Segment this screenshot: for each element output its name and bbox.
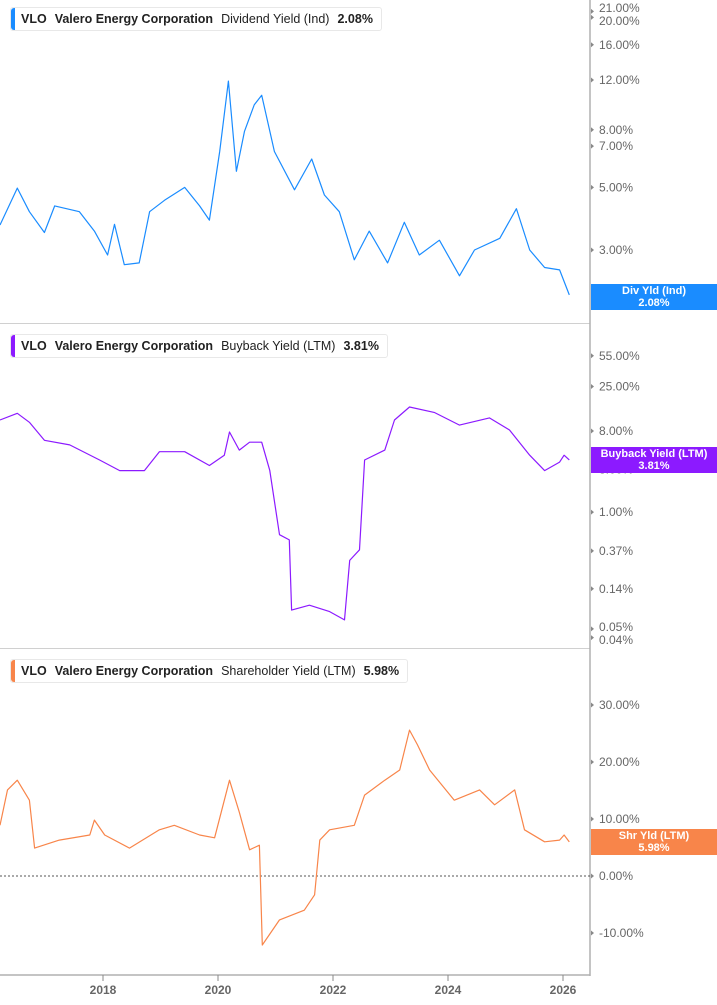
y-tick-label: 20.00%	[599, 14, 640, 28]
y-tick	[591, 127, 594, 133]
y-tick	[591, 759, 594, 765]
legend-ticker: VLO	[21, 339, 47, 353]
y-tick-label: 21.00%	[599, 1, 640, 15]
y-tick	[591, 384, 594, 390]
y-tick-label: 0.37%	[599, 544, 633, 558]
last-value-label-shareholder: Shr Yld (LTM) 5.98%	[591, 829, 717, 855]
last-label-value: 2.08%	[638, 297, 670, 309]
last-label-value: 5.98%	[638, 842, 670, 854]
x-tick-label: 2024	[435, 983, 462, 997]
y-tick	[591, 14, 594, 20]
y-tick	[591, 428, 594, 434]
y-tick-label: 12.00%	[599, 73, 640, 87]
y-tick	[591, 873, 594, 879]
y-tick	[591, 353, 594, 359]
y-tick-label: 30.00%	[599, 698, 640, 712]
y-tick-label: 25.00%	[599, 380, 640, 394]
legend-shareholder-yield: VLO Valero Energy Corporation Shareholde…	[10, 659, 409, 683]
y-tick	[591, 635, 594, 641]
x-tick-label: 2018	[90, 983, 117, 997]
y-tick	[591, 77, 594, 83]
y-tick	[591, 247, 594, 253]
legend-dividend-yield: VLO Valero Energy Corporation Dividend Y…	[10, 7, 382, 31]
y-tick-label: 16.00%	[599, 38, 640, 52]
y-tick-label: 8.00%	[599, 123, 633, 137]
y-tick	[591, 143, 594, 149]
series-color-bar	[11, 335, 15, 357]
legend-metric: Buyback Yield (LTM)	[221, 339, 336, 353]
y-tick	[591, 548, 594, 554]
y-tick	[591, 42, 594, 48]
legend-metric: Dividend Yield (Ind)	[221, 12, 330, 26]
y-tick-label: 1.00%	[599, 505, 633, 519]
x-tick-label: 2020	[205, 983, 232, 997]
series-line-1	[0, 406, 570, 621]
series-color-bar	[11, 8, 15, 30]
y-tick	[591, 816, 594, 822]
legend-ticker: VLO	[21, 664, 47, 678]
y-tick-label: 0.14%	[599, 582, 633, 596]
y-tick	[591, 509, 594, 515]
last-value-label-buyback: Buyback Yield (LTM) 3.81%	[591, 447, 717, 473]
last-label-name: Buyback Yield (LTM)	[600, 448, 708, 460]
legend-metric: Shareholder Yield (LTM)	[221, 664, 356, 678]
y-tick-label: 5.00%	[599, 180, 633, 194]
last-label-name: Div Yld (Ind)	[622, 285, 686, 297]
y-tick-label: 7.00%	[599, 139, 633, 153]
y-tick-label: 10.00%	[599, 812, 640, 826]
series-color-bar	[11, 660, 15, 682]
y-tick-label: 3.00%	[599, 243, 633, 257]
y-tick	[591, 702, 594, 708]
legend-value: 2.08%	[337, 12, 373, 26]
y-tick	[591, 8, 594, 14]
y-tick-label: 0.04%	[599, 633, 633, 647]
legend-company: Valero Energy Corporation	[54, 664, 214, 678]
series-line-2	[0, 729, 570, 946]
y-tick	[591, 184, 594, 190]
y-tick	[591, 930, 594, 936]
legend-buyback-yield: VLO Valero Energy Corporation Buyback Yi…	[10, 334, 388, 358]
legend-company: Valero Energy Corporation	[54, 339, 214, 353]
x-tick-label: 2022	[320, 983, 347, 997]
y-tick-label: 20.00%	[599, 755, 640, 769]
y-tick-label: 0.05%	[599, 620, 633, 634]
legend-ticker: VLO	[21, 12, 47, 26]
last-label-name: Shr Yld (LTM)	[618, 830, 690, 842]
legend-value: 5.98%	[363, 664, 400, 678]
last-value-label-dividend: Div Yld (Ind) 2.08%	[591, 284, 717, 310]
series-line-0	[0, 80, 570, 296]
x-tick-label: 2026	[550, 983, 577, 997]
y-tick-label: 0.00%	[599, 869, 633, 883]
y-tick	[591, 586, 594, 592]
last-label-value: 3.81%	[638, 460, 670, 472]
legend-value: 3.81%	[343, 339, 379, 353]
legend-company: Valero Energy Corporation	[54, 12, 214, 26]
y-tick-label: -10.00%	[599, 926, 644, 940]
y-tick-label: 55.00%	[599, 349, 640, 363]
y-tick-label: 8.00%	[599, 424, 633, 438]
y-tick	[591, 626, 594, 632]
